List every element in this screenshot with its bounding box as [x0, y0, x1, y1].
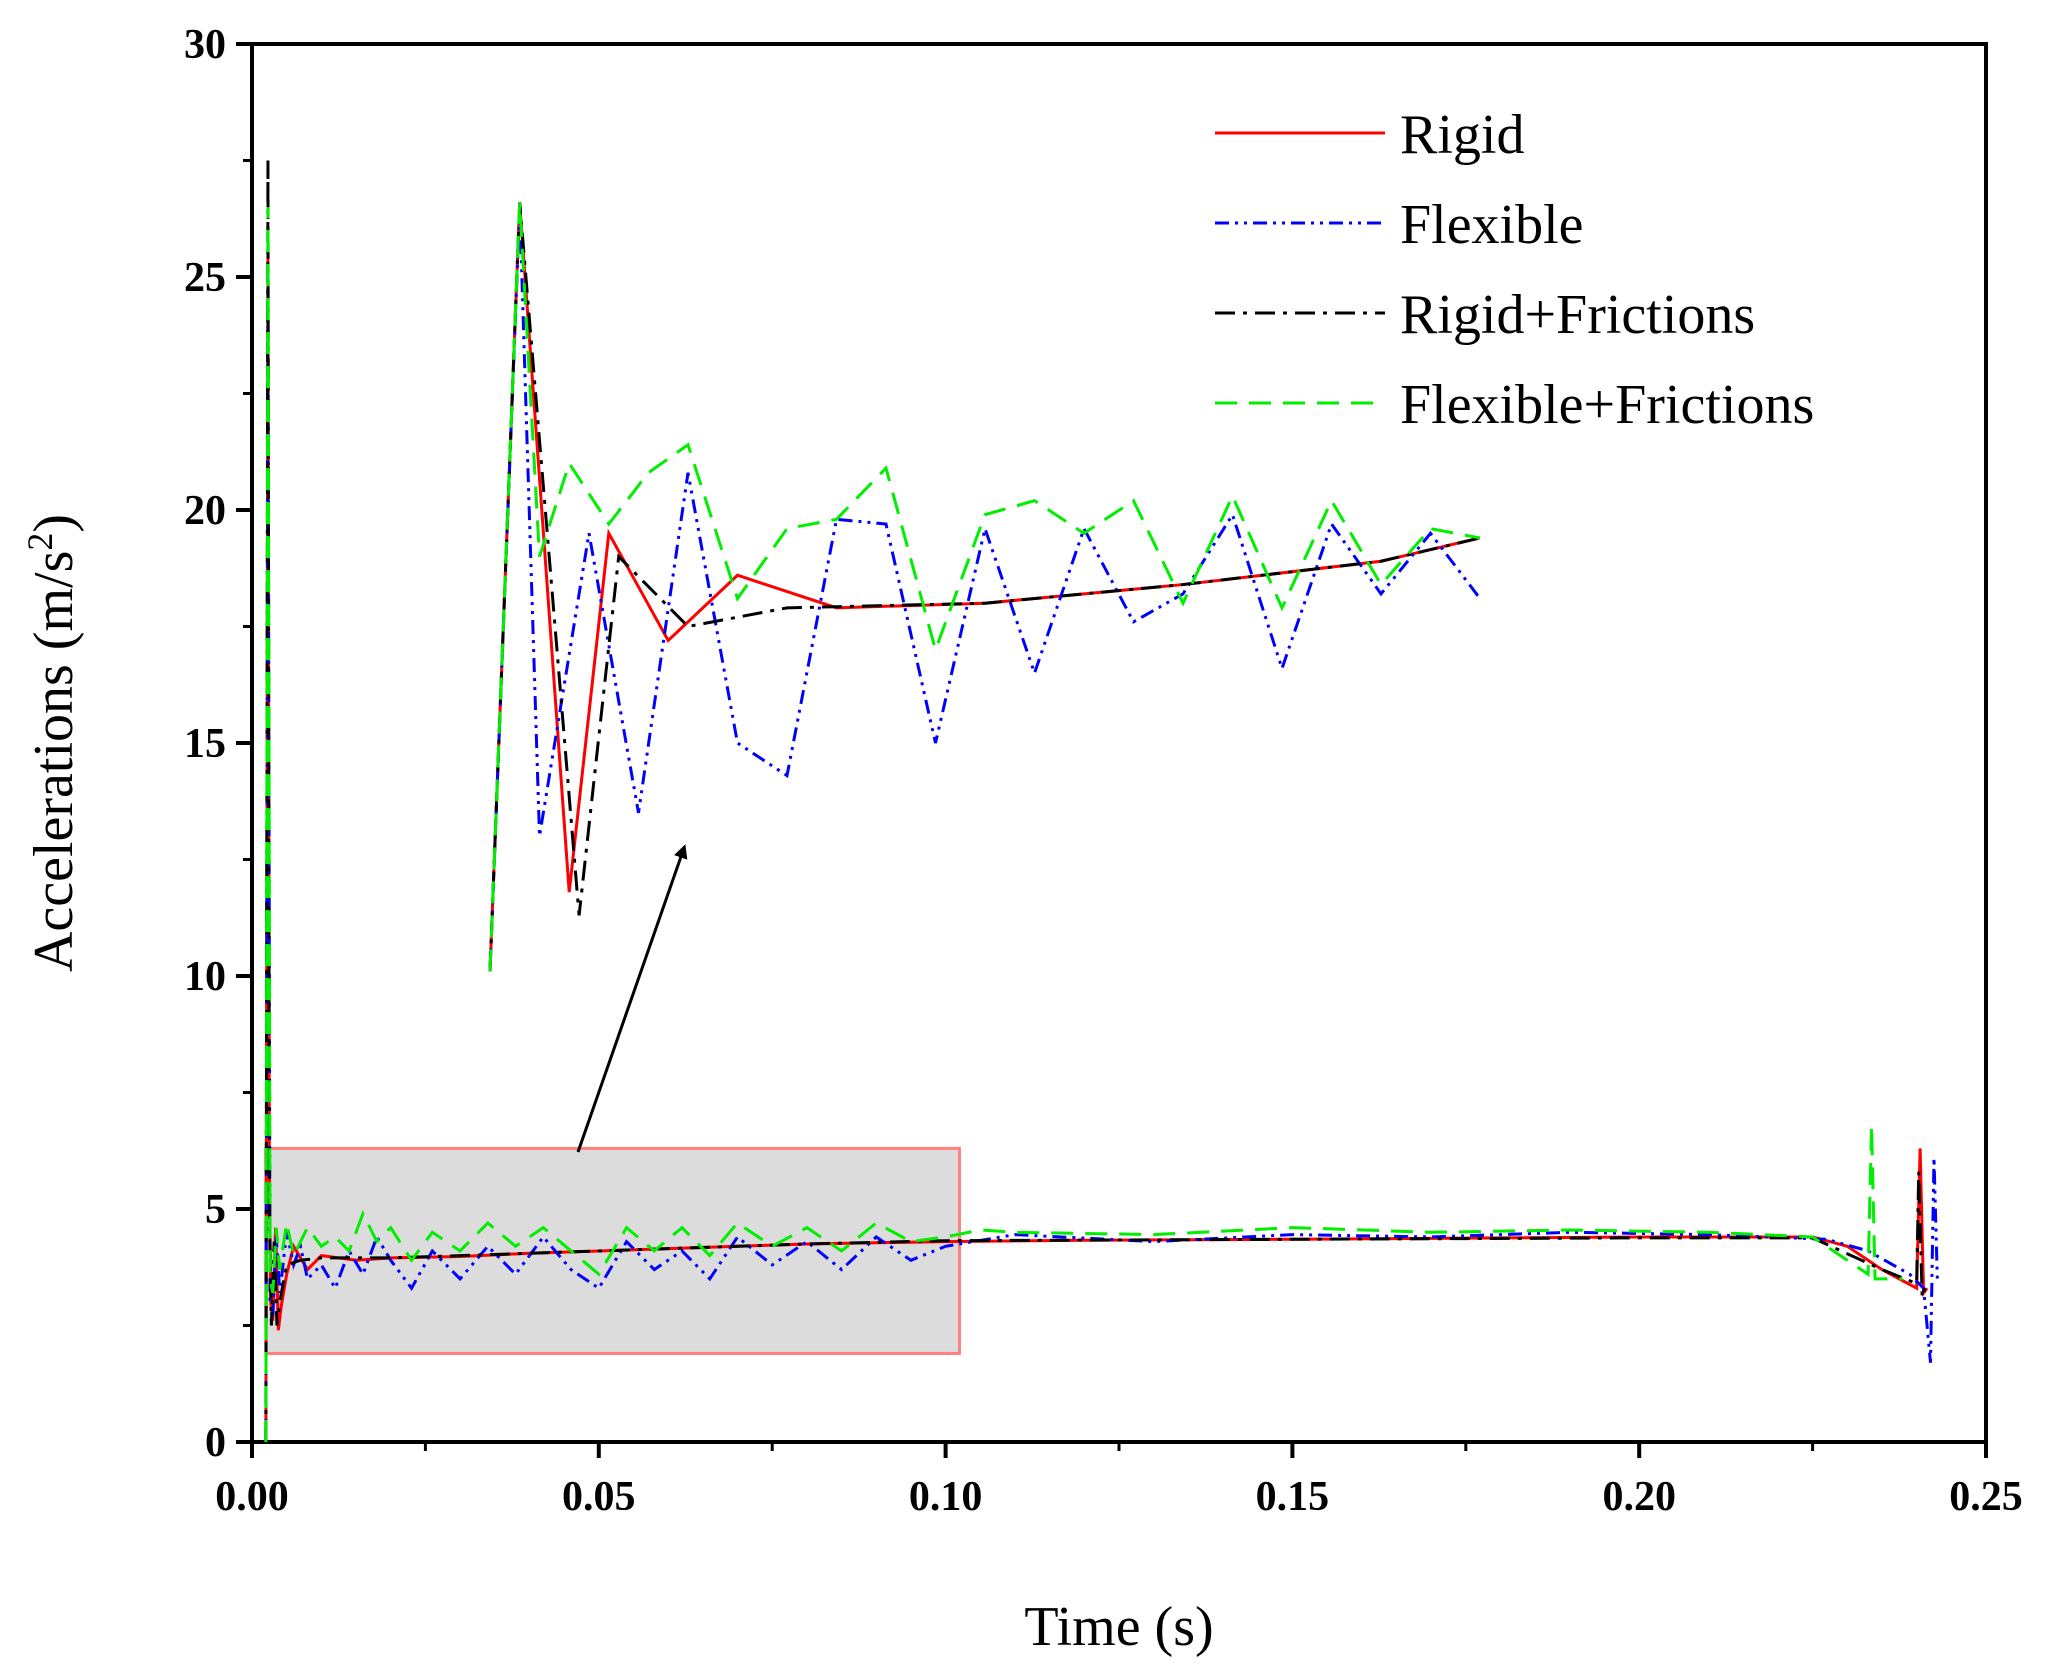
x-tick-label: 0.05 [562, 1474, 636, 1520]
legend-label-flexible-frictions: Flexible+Frictions [1400, 374, 1814, 436]
series-line-rigid-frictions [264, 160, 1927, 1443]
y-axis-title-main: Accelerations (m/s [23, 551, 85, 972]
x-tick-label: 0.15 [1256, 1474, 1330, 1520]
legend-label-rigid-frictions: Rigid+Frictions [1400, 284, 1755, 346]
series-line-flexible-frictions [264, 207, 1903, 1443]
legend-label-flexible: Flexible [1400, 194, 1584, 256]
y-tick-label: 30 [184, 22, 226, 68]
x-tick-label: 0.00 [215, 1474, 289, 1520]
axes: 0.00 0.05 0.10 0.15 0.20 0.25 0 5 10 15 20 25 30 [184, 22, 2023, 1520]
y-tick-label: 15 [184, 721, 226, 767]
inset-series-line-flexible [488, 207, 1482, 972]
y-tick-label: 25 [184, 255, 226, 301]
inset-layer [488, 202, 1482, 972]
y-tick-label: 5 [205, 1187, 226, 1233]
y-tick-label: 20 [184, 488, 226, 534]
inset-series-line-flexible-frictions [488, 202, 1481, 972]
x-tick-label: 0.20 [1602, 1474, 1676, 1520]
y-axis-title-tail: ) [23, 514, 85, 533]
x-axis-title: Time (s) [1024, 1596, 1213, 1658]
y-axis-title-sup: 2 [20, 533, 60, 551]
legend: Rigid Flexible Rigid+Frictions Flexible+… [1215, 104, 1814, 436]
legend-label-rigid: Rigid [1400, 104, 1524, 166]
y-axis-title: Accelerations (m/s2) [20, 514, 85, 972]
zoom-arrow [576, 844, 688, 1153]
series-layer [264, 160, 1939, 1443]
inset-series-line-rigid-frictions [488, 202, 1481, 972]
series-line-flexible [264, 276, 1939, 1443]
x-tick-label: 0.25 [1949, 1474, 2023, 1520]
y-tick-label: 10 [184, 954, 226, 1000]
y-tick-label: 0 [205, 1420, 226, 1466]
x-tick-label: 0.10 [909, 1474, 983, 1520]
